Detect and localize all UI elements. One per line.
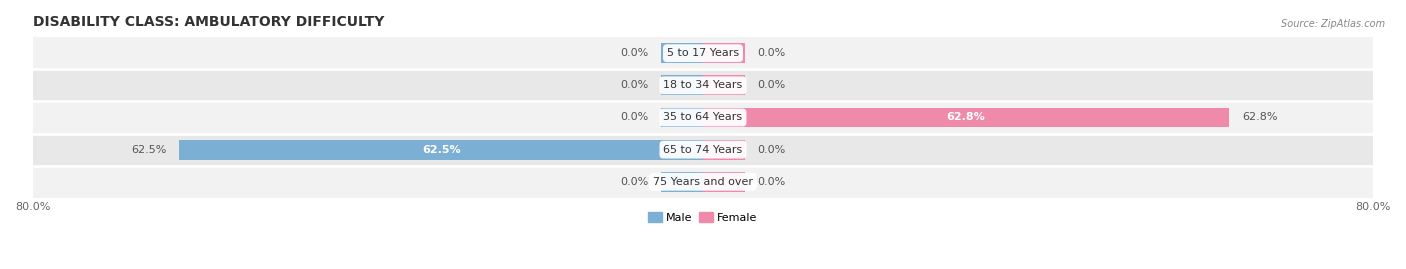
Bar <box>703 140 745 160</box>
Text: 0.0%: 0.0% <box>620 80 648 90</box>
Bar <box>661 43 703 63</box>
Text: 0.0%: 0.0% <box>620 177 648 187</box>
Bar <box>661 108 703 128</box>
Text: Source: ZipAtlas.com: Source: ZipAtlas.com <box>1281 19 1385 29</box>
Text: 62.5%: 62.5% <box>131 145 167 155</box>
Text: 62.5%: 62.5% <box>422 145 461 155</box>
Text: 0.0%: 0.0% <box>758 177 786 187</box>
Text: 0.0%: 0.0% <box>758 48 786 58</box>
Bar <box>703 108 1229 128</box>
Bar <box>32 133 1374 166</box>
Text: 62.8%: 62.8% <box>946 112 986 122</box>
Text: DISABILITY CLASS: AMBULATORY DIFFICULTY: DISABILITY CLASS: AMBULATORY DIFFICULTY <box>32 15 384 29</box>
Text: 0.0%: 0.0% <box>620 112 648 122</box>
Bar <box>703 43 745 63</box>
Bar <box>180 140 703 160</box>
Text: 75 Years and over: 75 Years and over <box>652 177 754 187</box>
Bar <box>32 69 1374 101</box>
Bar <box>661 75 703 95</box>
Bar <box>661 172 703 192</box>
Text: 0.0%: 0.0% <box>620 48 648 58</box>
Text: 5 to 17 Years: 5 to 17 Years <box>666 48 740 58</box>
Bar <box>703 75 745 95</box>
Text: 35 to 64 Years: 35 to 64 Years <box>664 112 742 122</box>
Bar <box>32 37 1374 69</box>
Text: 18 to 34 Years: 18 to 34 Years <box>664 80 742 90</box>
Bar <box>32 101 1374 133</box>
Text: 0.0%: 0.0% <box>758 80 786 90</box>
Text: 65 to 74 Years: 65 to 74 Years <box>664 145 742 155</box>
Legend: Male, Female: Male, Female <box>644 208 762 228</box>
Bar <box>703 172 745 192</box>
Text: 62.8%: 62.8% <box>1241 112 1277 122</box>
Text: 0.0%: 0.0% <box>758 145 786 155</box>
Bar <box>32 166 1374 198</box>
